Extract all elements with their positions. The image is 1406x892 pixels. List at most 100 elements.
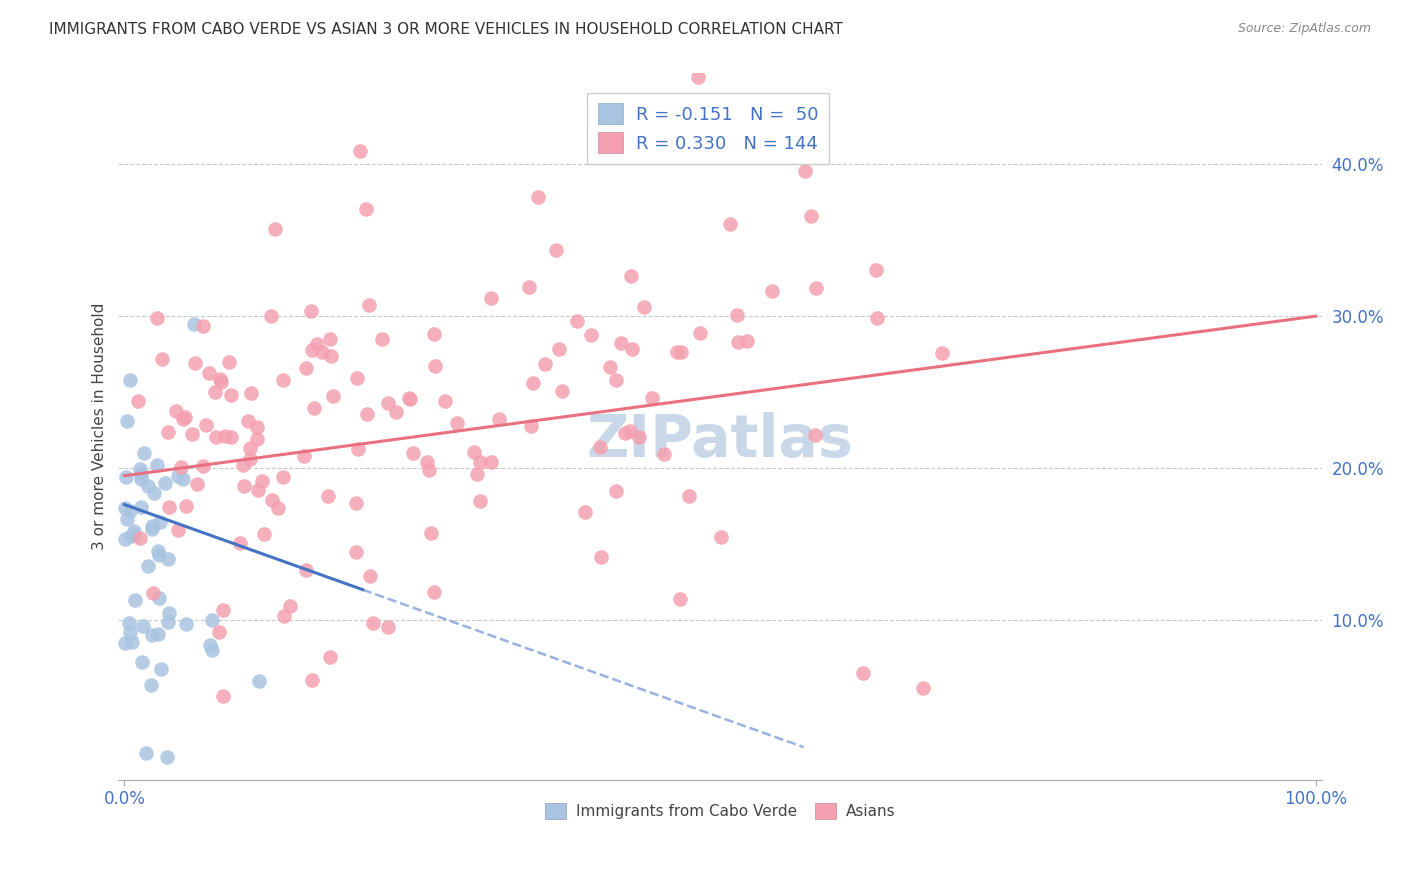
Point [425, 359, 447, 373]
Point [665, 344, 688, 359]
Point [931, 346, 953, 360]
Point [131, 655, 153, 669]
Point [214, 429, 236, 443]
Point [219, 430, 242, 444]
Point [419, 526, 441, 541]
Point [129, 531, 152, 545]
Point [641, 391, 664, 405]
Point [546, 243, 568, 257]
Point [488, 412, 510, 426]
Point [322, 389, 344, 403]
Point [156, 552, 179, 566]
Point [253, 527, 276, 541]
Point [321, 350, 343, 364]
Point [124, 592, 146, 607]
Point [463, 445, 485, 459]
Point [131, 619, 153, 633]
Point [167, 469, 190, 483]
Point [852, 666, 875, 681]
Point [468, 455, 491, 469]
Point [610, 335, 633, 350]
Point [619, 424, 641, 438]
Legend: Immigrants from Cabo Verde, Asians: Immigrants from Cabo Verde, Asians [538, 797, 901, 825]
Point [669, 591, 692, 606]
Point [761, 285, 783, 299]
Point [195, 418, 218, 433]
Point [344, 496, 367, 510]
Point [198, 638, 221, 652]
Point [793, 164, 815, 178]
Point [239, 442, 262, 456]
Point [398, 392, 420, 406]
Point [614, 426, 637, 441]
Point [166, 523, 188, 537]
Point [344, 545, 367, 559]
Text: Source: ZipAtlas.com: Source: ZipAtlas.com [1237, 22, 1371, 36]
Point [174, 617, 197, 632]
Point [620, 269, 643, 284]
Point [402, 445, 425, 459]
Point [174, 499, 197, 513]
Point [172, 412, 194, 426]
Point [605, 373, 627, 387]
Point [260, 309, 283, 323]
Point [349, 144, 371, 158]
Point [136, 478, 159, 492]
Point [803, 427, 825, 442]
Point [173, 472, 195, 486]
Point [710, 530, 733, 544]
Point [278, 599, 301, 614]
Point [418, 463, 440, 477]
Point [191, 459, 214, 474]
Point [620, 342, 643, 356]
Point [534, 357, 557, 371]
Point [433, 394, 456, 409]
Text: IMMIGRANTS FROM CABO VERDE VS ASIAN 3 OR MORE VEHICLES IN HOUSEHOLD CORRELATION : IMMIGRANTS FROM CABO VERDE VS ASIAN 3 OR… [49, 22, 844, 37]
Point [359, 569, 381, 583]
Point [239, 452, 262, 467]
Point [301, 673, 323, 688]
Point [517, 279, 540, 293]
Point [446, 416, 468, 430]
Point [212, 689, 235, 703]
Point [398, 391, 420, 405]
Point [157, 606, 180, 620]
Point [184, 356, 207, 370]
Point [165, 404, 187, 418]
Point [191, 318, 214, 333]
Point [579, 328, 602, 343]
Point [174, 409, 197, 424]
Point [377, 396, 399, 410]
Point [209, 375, 232, 389]
Point [250, 474, 273, 488]
Point [128, 462, 150, 476]
Point [519, 418, 541, 433]
Point [686, 70, 709, 84]
Point [212, 603, 235, 617]
Point [157, 425, 180, 439]
Point [567, 314, 589, 328]
Point [304, 401, 326, 415]
Point [229, 536, 252, 550]
Point [415, 455, 437, 469]
Point [155, 475, 177, 490]
Point [146, 458, 169, 472]
Point [574, 505, 596, 519]
Point [479, 455, 502, 469]
Point [122, 528, 145, 542]
Point [806, 280, 828, 294]
Point [232, 479, 254, 493]
Point [240, 385, 263, 400]
Point [246, 420, 269, 434]
Point [218, 355, 240, 369]
Point [148, 548, 170, 562]
Point [121, 634, 143, 648]
Point [117, 414, 139, 428]
Point [146, 626, 169, 640]
Point [273, 608, 295, 623]
Point [865, 262, 887, 277]
Point [271, 469, 294, 483]
Point [423, 327, 446, 342]
Point [118, 615, 141, 630]
Point [169, 460, 191, 475]
